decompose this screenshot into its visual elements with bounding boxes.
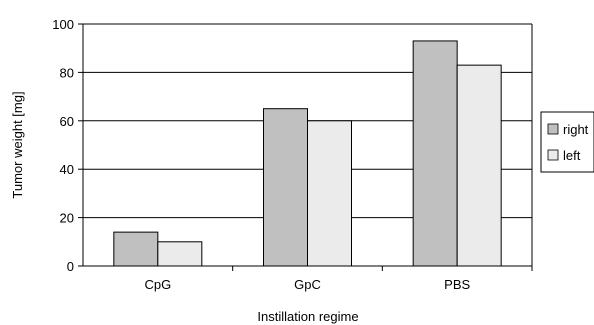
y-tick-label: 0 [67,259,74,274]
legend-swatch-right [547,123,559,135]
y-tick-label: 100 [52,17,74,32]
y-tick-label: 80 [60,65,74,80]
y-axis: 0 20 40 60 80 100 [52,17,84,274]
legend-swatch-left [547,149,559,161]
bar-left-CpG [157,241,203,267]
bar-left-GpC [307,120,352,267]
x-tick-label: CpG [144,277,171,292]
legend-label-right: right [563,122,589,137]
y-tick-label: 20 [60,211,74,226]
bars [113,40,502,267]
y-axis-title: Tumor weight [mg] [10,91,25,198]
bar-right-GpC [263,108,308,267]
y-tick-label: 60 [60,114,74,129]
bar-right-PBS [412,40,458,267]
x-axis: CpG GpC PBS [83,265,533,292]
legend-label-left: left [563,148,581,163]
bar-left-PBS [456,64,502,267]
y-tick-label: 40 [60,162,74,177]
legend: right left [540,111,594,173]
x-tick-label: GpC [294,277,321,292]
bar-right-CpG [113,231,159,267]
x-axis-title: Instillation regime [257,309,358,324]
legend-box [540,111,594,173]
x-tick-label: PBS [444,277,470,292]
